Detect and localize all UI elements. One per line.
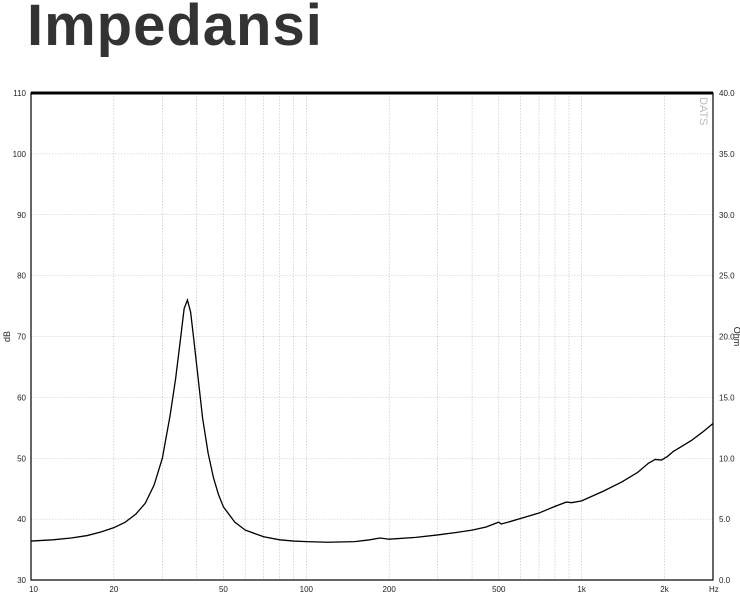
x-tick-label: 1k [577,585,586,594]
y-left-tick-label: 80 [17,272,26,281]
grid-lines [31,93,713,580]
y-left-tick-label: 90 [17,211,26,220]
y-right-tick-label: 10.0 [719,454,735,463]
y-left-tick-label: 100 [13,150,27,159]
x-tick-label: 2k [660,585,669,594]
y-right-tick-label: 20.0 [719,333,735,342]
y-right-tick-label: 35.0 [719,150,735,159]
y-right-tick-label: 5.0 [719,515,731,524]
x-unit-label: Hz [709,585,719,594]
y-axis-label-right: Ohm [732,327,740,347]
y-right-tick-label: 15.0 [719,393,735,402]
y-left-tick-label: 70 [17,333,26,342]
x-tick-label: 500 [492,585,506,594]
y-right-tick-label: 0.0 [719,576,731,585]
y-left-tick-label: 30 [17,576,26,585]
x-tick-label: 200 [383,585,397,594]
y-axis-label-left: dB [2,331,12,342]
y-left-tick-labels: 110 100 90 80 70 60 50 40 30 [13,89,27,585]
x-tick-label: 100 [300,585,314,594]
y-left-tick-label: 60 [17,393,26,402]
y-left-tick-label: 40 [17,515,26,524]
y-left-tick-label: 50 [17,454,26,463]
y-right-tick-label: 30.0 [719,211,735,220]
impedance-curve [30,297,714,543]
x-tick-label: 20 [109,585,118,594]
x-tick-labels: 10 20 50 100 200 500 1k 2k [29,585,670,594]
y-left-tick-label: 110 [13,89,26,98]
x-tick-label: 50 [219,585,228,594]
y-right-tick-label: 25.0 [719,272,735,281]
watermark: DATS [697,97,709,126]
y-right-tick-label: 40.0 [719,89,735,98]
page-title: Impedansi [27,0,323,58]
y-right-tick-labels: 40.0 35.0 30.0 25.0 20.0 15.0 10.0 5.0 0.0 [719,89,735,585]
x-tick-label: 10 [29,585,38,594]
